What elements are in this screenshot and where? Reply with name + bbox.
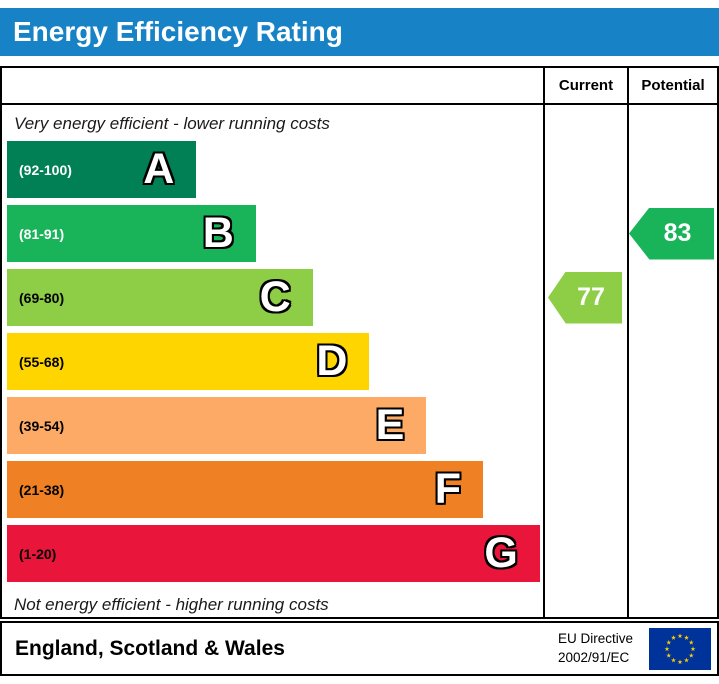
current-rating-value: 77: [577, 283, 605, 311]
potential-rating-column: 83: [627, 105, 717, 617]
current-rating-arrow: 77: [548, 271, 622, 324]
band-e-letter: E: [375, 401, 405, 449]
footer-right: EU Directive 2002/91/EC: [558, 627, 711, 670]
band-f: (21-38) F: [7, 461, 484, 518]
bands-area: Very energy efficient - lower running co…: [2, 105, 543, 617]
band-c-letter: C: [259, 273, 291, 321]
band-c-range: (69-80): [19, 289, 65, 306]
band-g: (1-20) G: [7, 525, 540, 582]
epc-chart: Current Potential Very energy efficient …: [0, 66, 719, 619]
current-column-label: Current: [558, 77, 614, 94]
footer-region: England, Scotland & Wales: [15, 636, 285, 660]
band-f-letter: F: [434, 465, 462, 513]
band-a-range: (92-100): [19, 161, 72, 178]
band-a-letter: A: [143, 145, 175, 193]
current-column-header: Current: [543, 68, 627, 105]
eu-directive-line1: EU Directive: [557, 631, 633, 647]
band-g-letter: G: [484, 529, 518, 577]
potential-rating-value: 83: [663, 219, 692, 247]
page-title: Energy Efficiency Rating: [13, 16, 343, 47]
band-e-range: (39-54): [19, 417, 65, 434]
eu-directive-text: EU Directive 2002/91/EC: [558, 630, 633, 666]
title-bar: Energy Efficiency Rating: [0, 8, 719, 56]
eu-directive-line2: 2002/91/EC: [557, 649, 630, 665]
current-rating-column: 77: [543, 105, 627, 617]
band-b: (81-91) B: [7, 205, 256, 262]
band-f-range: (21-38): [19, 481, 65, 498]
bottom-caption: Not energy efficient - higher running co…: [14, 595, 329, 614]
band-e: (39-54) E: [7, 397, 427, 454]
band-g-range: (1-20): [19, 545, 57, 562]
band-d-letter: D: [316, 337, 348, 385]
potential-column-label: Potential: [641, 77, 705, 94]
eu-flag-icon: [649, 627, 711, 670]
band-b-letter: B: [202, 209, 234, 257]
band-a: (92-100) A: [7, 141, 197, 198]
band-b-range: (81-91): [19, 225, 65, 242]
band-d-range: (55-68): [19, 353, 65, 370]
band-column-header: [2, 68, 543, 105]
top-caption: Very energy efficient - lower running co…: [14, 114, 330, 133]
potential-column-header: Potential: [627, 68, 717, 105]
band-d: (55-68) D: [7, 333, 370, 390]
footer-bar: England, Scotland & Wales EU Directive 2…: [0, 621, 719, 676]
potential-rating-arrow: 83: [629, 207, 714, 260]
band-c: (69-80) C: [7, 269, 313, 326]
